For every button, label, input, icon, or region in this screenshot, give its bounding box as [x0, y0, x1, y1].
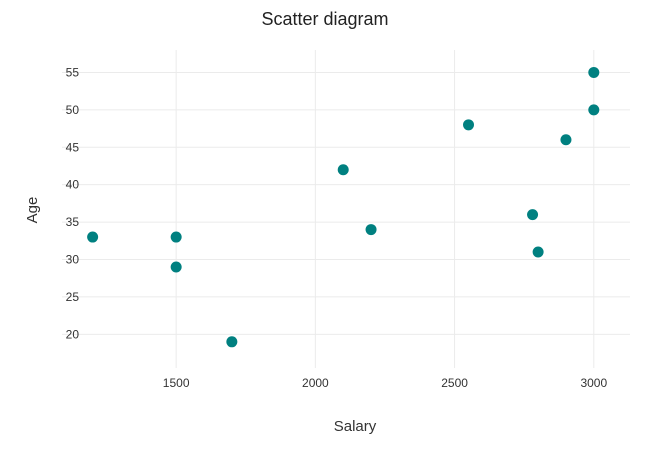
y-tick-label: 55 [66, 65, 80, 79]
x-tick-labels: 1500 2000 2500 3000 [163, 376, 608, 390]
scatter-point[interactable] [170, 231, 182, 243]
y-tick-label: 45 [66, 140, 80, 154]
scatter-point[interactable] [87, 231, 99, 243]
y-tick-label: 25 [66, 290, 80, 304]
x-tick-label: 2500 [441, 376, 468, 390]
y-tick-labels: 20 25 30 35 40 45 50 55 [66, 65, 80, 341]
scatter-point[interactable] [532, 246, 544, 258]
scatter-point[interactable] [588, 66, 600, 78]
scatter-point[interactable] [170, 261, 182, 273]
y-tick-label: 50 [66, 103, 80, 117]
scatter-point[interactable] [337, 164, 349, 176]
chart-title: Scatter diagram [261, 9, 388, 29]
scatter-point[interactable] [588, 104, 600, 116]
scatter-point[interactable] [463, 119, 475, 131]
y-tick-label: 40 [66, 178, 80, 192]
x-tick-label: 3000 [580, 376, 607, 390]
scatter-point[interactable] [226, 336, 238, 348]
scatter-point[interactable] [527, 209, 539, 221]
y-tick-label: 30 [66, 253, 80, 267]
x-axis-label: Salary [334, 418, 377, 435]
x-tick-label: 1500 [163, 376, 190, 390]
y-tick-label: 35 [66, 215, 80, 229]
x-tick-label: 2000 [302, 376, 329, 390]
y-tick-label: 20 [66, 327, 80, 341]
grid-lines [62, 50, 630, 368]
scatter-point[interactable] [560, 134, 572, 146]
scatter-point[interactable] [365, 224, 377, 236]
y-axis-label: Age [24, 197, 41, 224]
data-points [87, 66, 600, 348]
